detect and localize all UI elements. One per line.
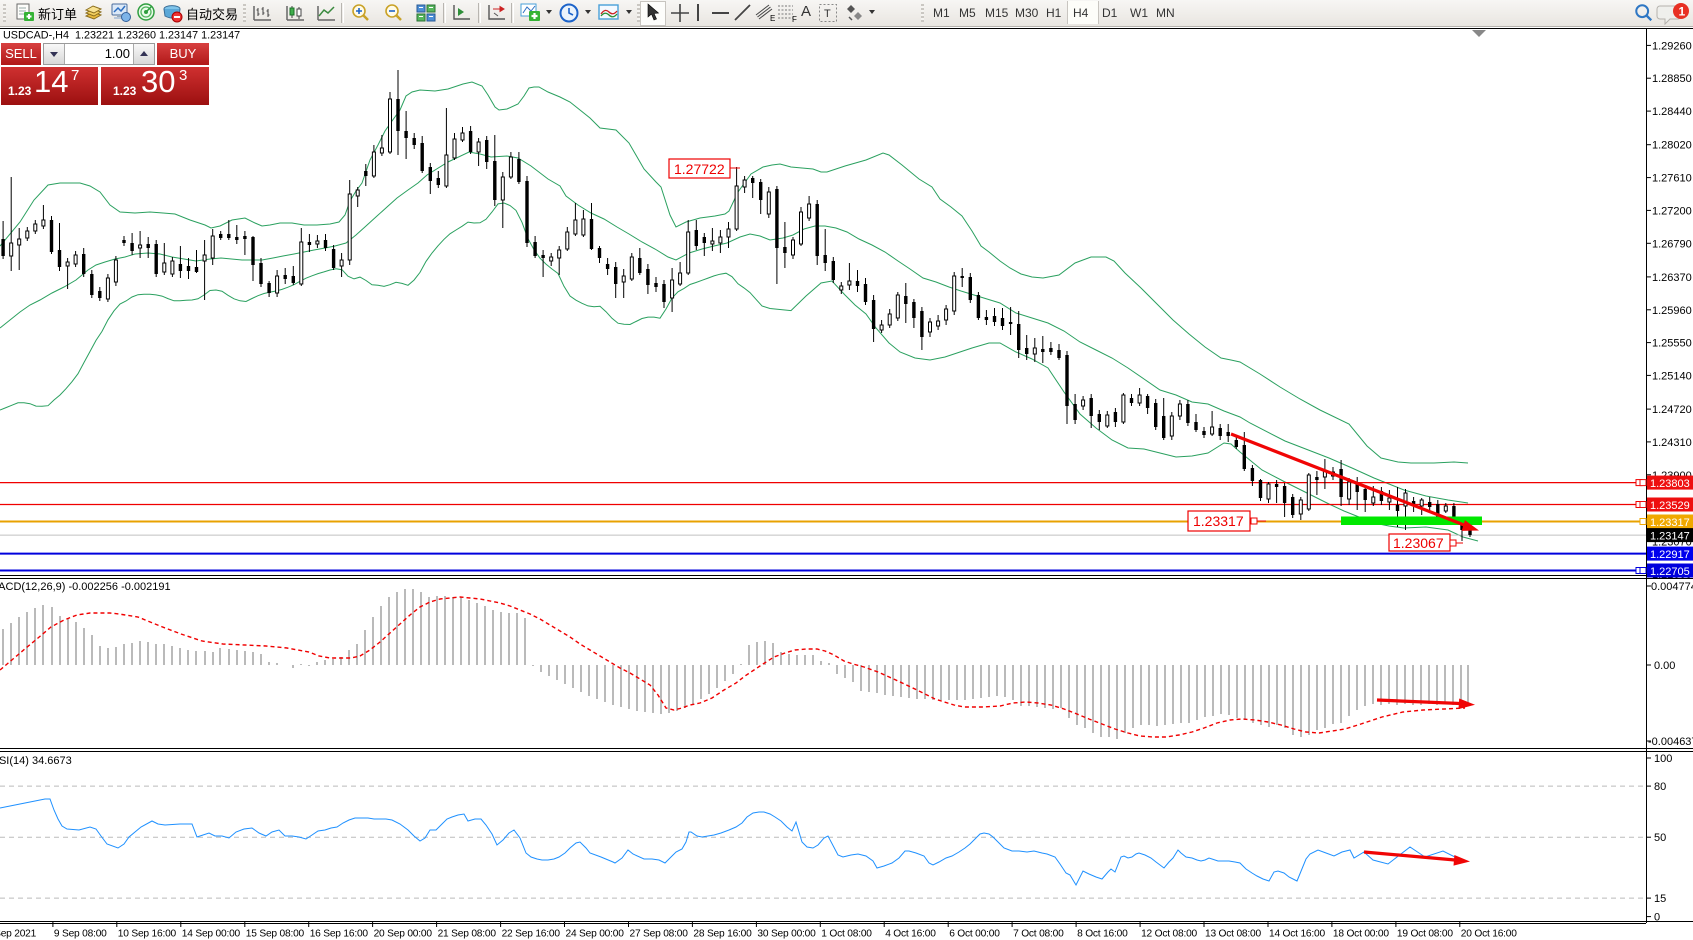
svg-text:100: 100 xyxy=(1654,753,1672,765)
svg-text:1.29260: 1.29260 xyxy=(1652,40,1692,52)
svg-text:1.23803: 1.23803 xyxy=(1650,478,1690,490)
svg-text:8 Oct 16:00: 8 Oct 16:00 xyxy=(1077,929,1128,940)
svg-text:1 Oct 08:00: 1 Oct 08:00 xyxy=(821,929,872,940)
svg-text:0.00: 0.00 xyxy=(1654,660,1675,672)
svg-text:28 Sep 16:00: 28 Sep 16:00 xyxy=(693,929,752,940)
svg-text:1.24310: 1.24310 xyxy=(1652,437,1692,449)
svg-text:E: E xyxy=(770,14,775,23)
svg-text:8 Sep 2021: 8 Sep 2021 xyxy=(0,929,37,940)
svg-text:13 Oct 08:00: 13 Oct 08:00 xyxy=(1205,929,1261,940)
svg-text:12 Oct 08:00: 12 Oct 08:00 xyxy=(1141,929,1197,940)
svg-text:24 Sep 00:00: 24 Sep 00:00 xyxy=(566,929,625,940)
svg-text:1.25960: 1.25960 xyxy=(1652,305,1692,317)
svg-text:MACD(12,26,9) -0.002256 -0.002: MACD(12,26,9) -0.002256 -0.002191 xyxy=(0,581,171,593)
svg-text:30 Sep 00:00: 30 Sep 00:00 xyxy=(757,929,816,940)
svg-text:14 Sep 00:00: 14 Sep 00:00 xyxy=(182,929,241,940)
svg-text:7 Oct 08:00: 7 Oct 08:00 xyxy=(1013,929,1064,940)
svg-text:20 Sep 00:00: 20 Sep 00:00 xyxy=(374,929,433,940)
svg-text:80: 80 xyxy=(1654,781,1666,793)
svg-text:1.23067: 1.23067 xyxy=(1393,535,1444,551)
svg-text:1.23317: 1.23317 xyxy=(1650,517,1690,529)
svg-text:0: 0 xyxy=(1654,912,1660,924)
svg-text:0.004774: 0.004774 xyxy=(1651,581,1693,593)
svg-text:-0.004637: -0.004637 xyxy=(1648,736,1693,748)
svg-text:1.23317: 1.23317 xyxy=(1193,513,1244,529)
svg-text:F: F xyxy=(792,15,797,23)
svg-text:1.28440: 1.28440 xyxy=(1652,106,1692,118)
svg-text:18 Oct 00:00: 18 Oct 00:00 xyxy=(1333,929,1389,940)
svg-text:1: 1 xyxy=(1679,5,1686,19)
svg-text:16 Sep 16:00: 16 Sep 16:00 xyxy=(310,929,369,940)
svg-text:20 Oct 16:00: 20 Oct 16:00 xyxy=(1461,929,1517,940)
svg-text:1.26370: 1.26370 xyxy=(1652,272,1692,284)
svg-text:1.24720: 1.24720 xyxy=(1652,404,1692,416)
svg-text:1.27200: 1.27200 xyxy=(1652,205,1692,217)
svg-text:27 Sep 08:00: 27 Sep 08:00 xyxy=(630,929,689,940)
svg-text:4 Oct 16:00: 4 Oct 16:00 xyxy=(885,929,936,940)
svg-text:50: 50 xyxy=(1654,832,1666,844)
svg-text:6 Oct 00:00: 6 Oct 00:00 xyxy=(949,929,1000,940)
svg-text:1.25550: 1.25550 xyxy=(1652,338,1692,350)
svg-text:1.27722: 1.27722 xyxy=(674,161,725,177)
svg-text:USDCAD-,H4 1.23221 1.23260 1.: USDCAD-,H4 1.23221 1.23260 1.23147 1.231… xyxy=(3,30,240,42)
svg-text:22 Sep 16:00: 22 Sep 16:00 xyxy=(502,929,561,940)
svg-text:10 Sep 16:00: 10 Sep 16:00 xyxy=(118,929,177,940)
svg-text:21 Sep 08:00: 21 Sep 08:00 xyxy=(438,929,497,940)
svg-text:9 Sep 08:00: 9 Sep 08:00 xyxy=(54,929,107,940)
svg-text:1.28020: 1.28020 xyxy=(1652,140,1692,152)
svg-text:1.27610: 1.27610 xyxy=(1652,173,1692,185)
svg-text:15 Sep 08:00: 15 Sep 08:00 xyxy=(246,929,305,940)
svg-text:1.22705: 1.22705 xyxy=(1650,566,1690,578)
svg-text:1.25140: 1.25140 xyxy=(1652,370,1692,382)
svg-text:1.22917: 1.22917 xyxy=(1650,549,1690,561)
svg-text:RSI(14) 34.6673: RSI(14) 34.6673 xyxy=(0,755,72,767)
svg-text:14 Oct 16:00: 14 Oct 16:00 xyxy=(1269,929,1325,940)
svg-text:T: T xyxy=(824,8,831,20)
svg-text:1.28850: 1.28850 xyxy=(1652,73,1692,85)
svg-text:1.23147: 1.23147 xyxy=(1650,531,1690,543)
svg-text:1.26790: 1.26790 xyxy=(1652,238,1692,250)
svg-text:1.23529: 1.23529 xyxy=(1650,500,1690,512)
svg-text:19 Oct 08:00: 19 Oct 08:00 xyxy=(1397,929,1453,940)
svg-text:15: 15 xyxy=(1654,893,1666,905)
